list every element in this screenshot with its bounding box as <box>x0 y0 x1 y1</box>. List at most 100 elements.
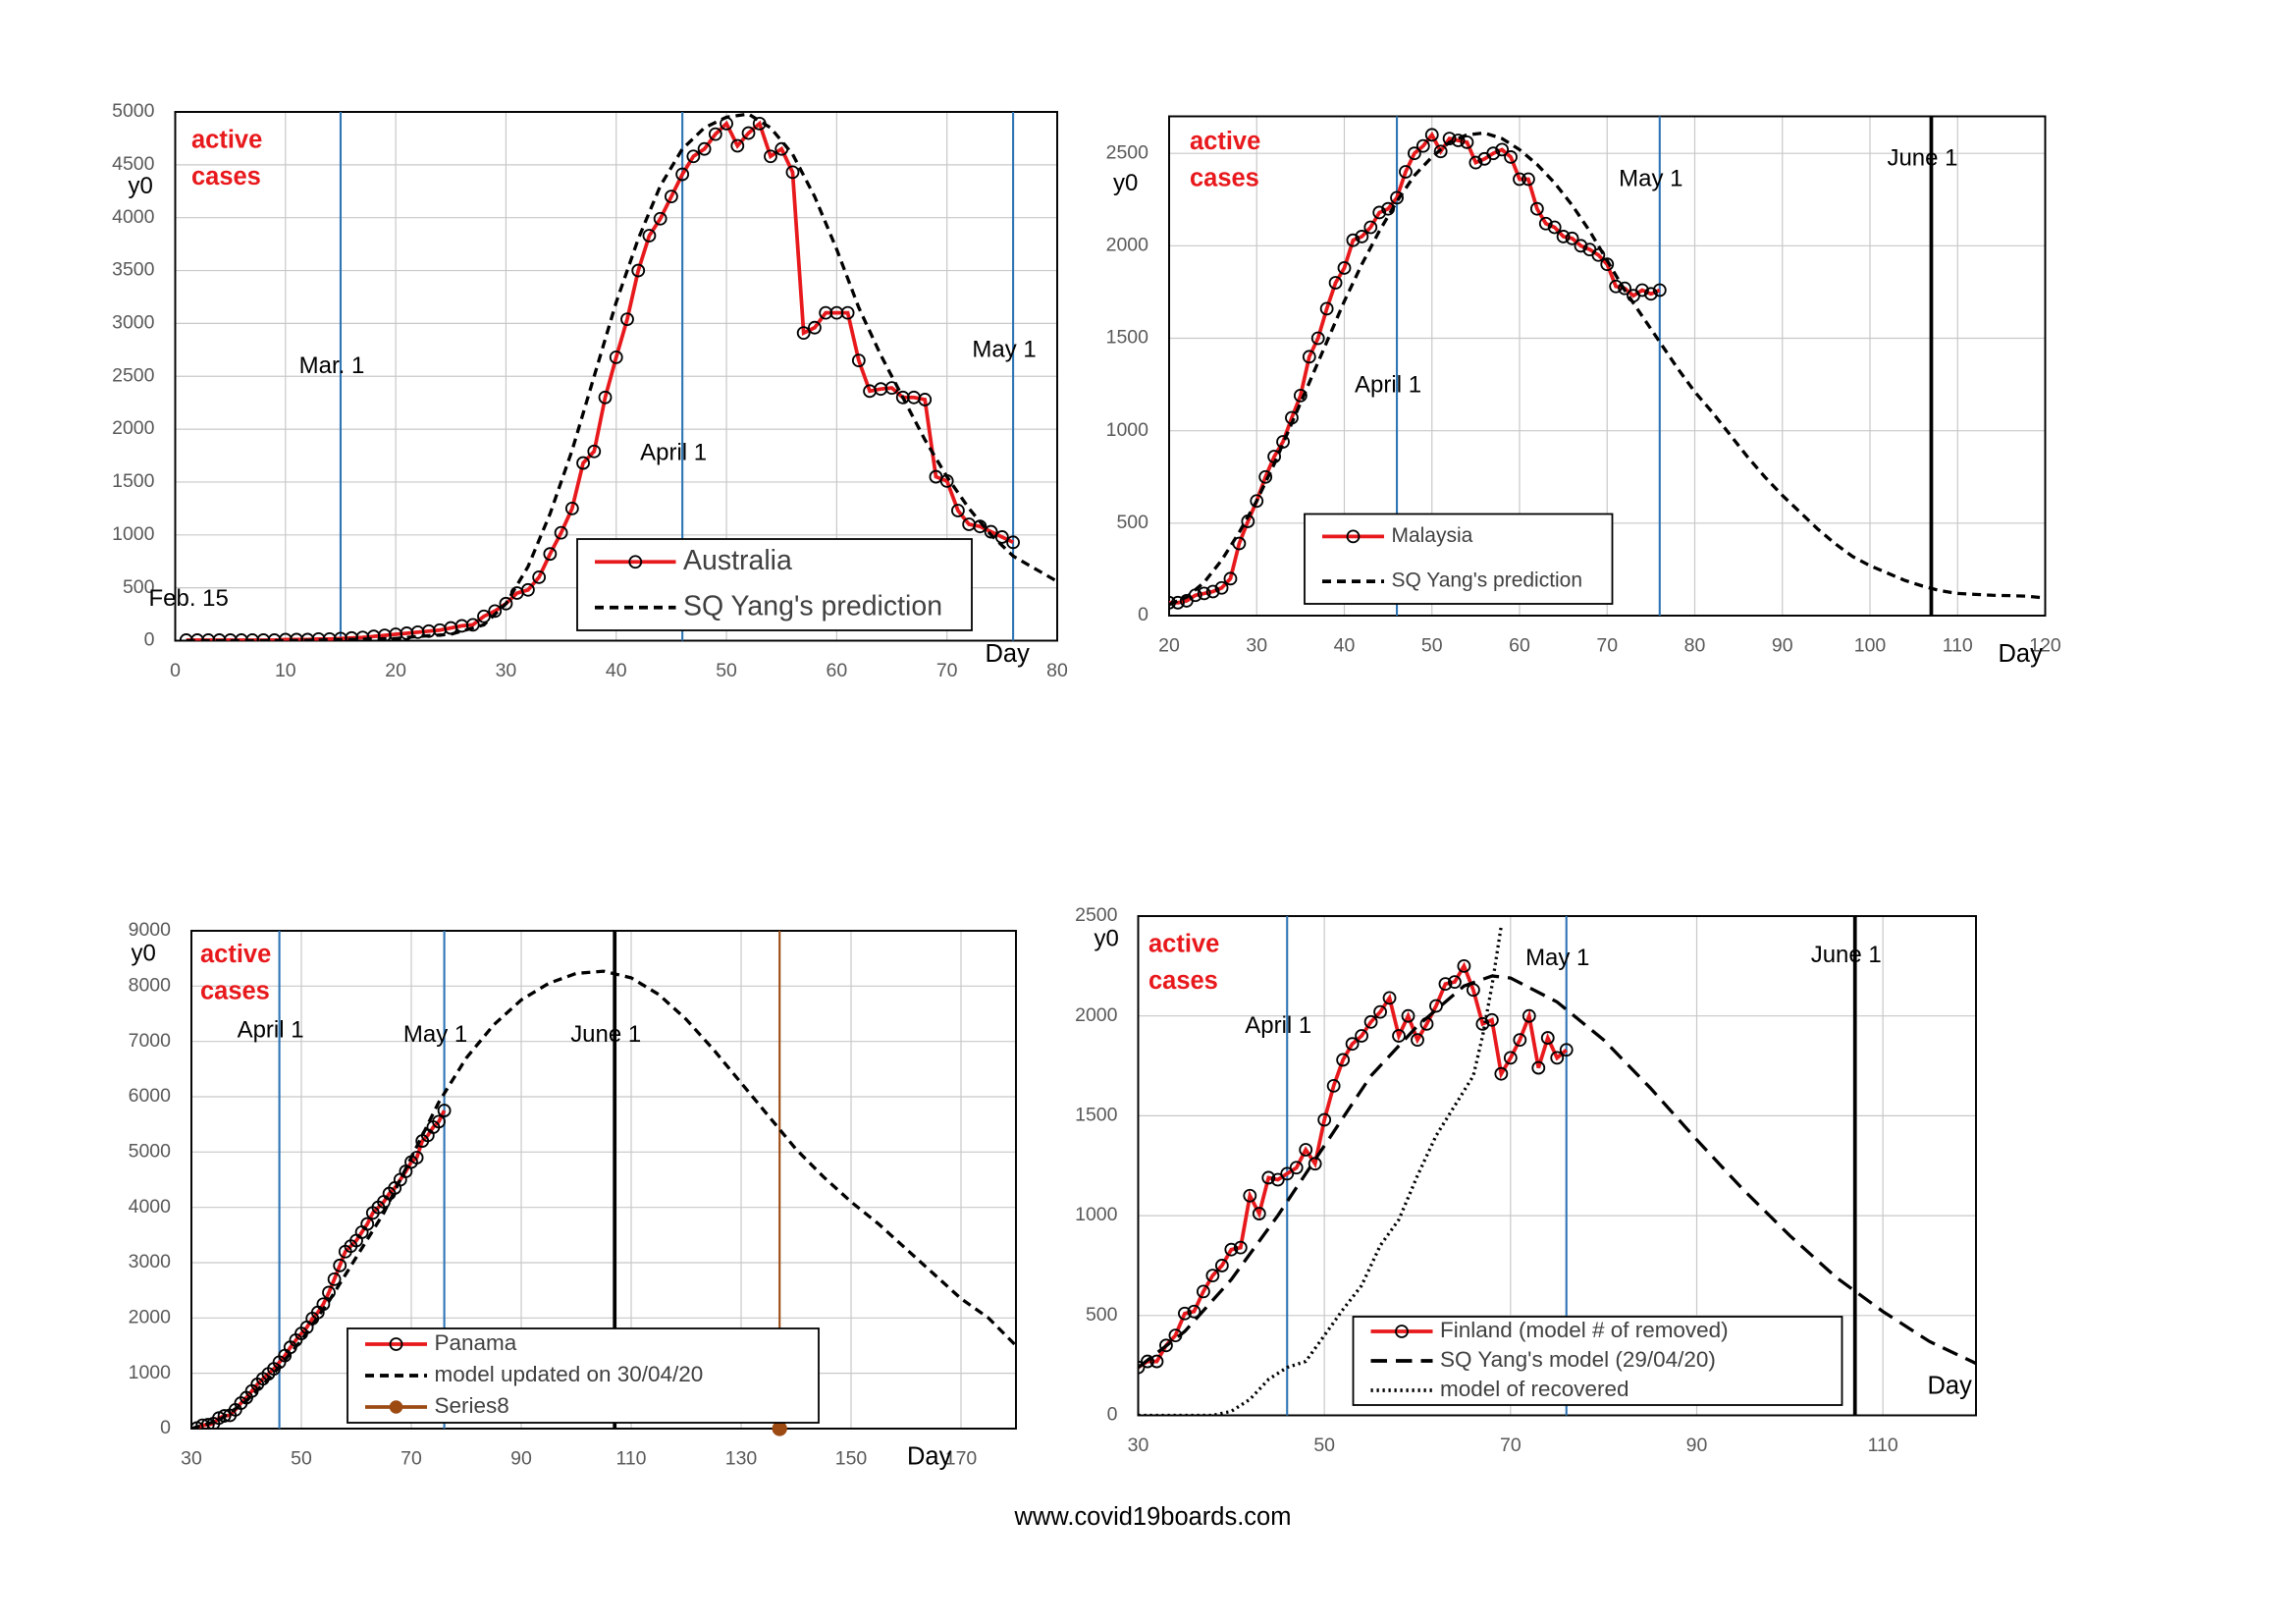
series-line <box>191 969 1017 1429</box>
legend-label: model updated on 30/04/20 <box>435 1362 704 1386</box>
y-tick-label: 4000 <box>129 1196 172 1218</box>
y-tick-label: 2000 <box>112 417 155 439</box>
data-point <box>1550 1051 1565 1065</box>
data-point <box>984 524 998 539</box>
data-point <box>741 126 756 140</box>
x-tick-label: 30 <box>1246 635 1267 657</box>
x-tick-label: 50 <box>1313 1435 1335 1456</box>
data-point <box>642 229 657 243</box>
data-point <box>1336 1053 1351 1067</box>
data-point <box>1138 1360 1146 1375</box>
series-line <box>1138 925 1503 1416</box>
data-point <box>1448 975 1462 990</box>
series-group <box>179 112 1058 641</box>
y-tick-label: 500 <box>1086 1304 1118 1326</box>
reference-label: April 1 <box>1245 1012 1311 1039</box>
data-point <box>1006 535 1020 550</box>
x-tick-label: 70 <box>1596 635 1618 657</box>
chart: 20 30 40 50 60 70 80 90 100 110 120 0 500 1000 1500 200… <box>1106 115 2061 668</box>
data-point <box>1196 1284 1210 1299</box>
y-tick-label: 1000 <box>1075 1204 1118 1225</box>
x-tick-label: 90 <box>1772 635 1793 657</box>
data-point <box>1289 1161 1304 1175</box>
data-point <box>1486 146 1501 161</box>
data-point <box>1299 1143 1313 1157</box>
y-tick-label: 4500 <box>112 153 155 175</box>
legend-label: Panama <box>435 1330 517 1355</box>
x-tick-label: 20 <box>385 660 406 681</box>
active-label: cases <box>1148 967 1218 995</box>
x-axis-label: Day <box>907 1443 952 1471</box>
legend-label: Malaysia <box>1392 524 1473 547</box>
data-point <box>488 604 503 619</box>
y-tick-label: 0 <box>1107 1404 1118 1426</box>
data-point <box>543 547 558 562</box>
data-point <box>951 504 965 517</box>
data-point <box>1363 1014 1378 1029</box>
active-label: cases <box>1190 165 1259 192</box>
data-point <box>1415 138 1430 153</box>
active-label: cases <box>191 163 261 190</box>
data-point <box>521 582 535 597</box>
x-tick-label: 100 <box>1854 635 1887 657</box>
data-point <box>1547 220 1562 235</box>
data-point <box>1540 1031 1555 1045</box>
y-tick-label: 1000 <box>129 1362 172 1383</box>
data-point <box>432 1114 446 1129</box>
data-point <box>918 393 933 406</box>
legend-box <box>1304 513 1614 605</box>
series-line <box>186 112 1058 641</box>
data-point <box>1346 233 1361 247</box>
data-point <box>1223 571 1238 586</box>
data-point <box>1408 146 1421 161</box>
data-point <box>1243 1188 1257 1203</box>
y-tick-label: 1000 <box>1106 419 1149 441</box>
data-point <box>1141 1354 1154 1369</box>
y-tick-label: 0 <box>160 1417 171 1438</box>
chart: 30 50 70 90 110 0 500 1000 1500 2000 2500 April 1 Ma… <box>1075 904 1977 1456</box>
legend-label: SQ Yang's model (29/04/20) <box>1440 1347 1716 1372</box>
x-tick-label: 50 <box>291 1448 312 1470</box>
data-point <box>1591 247 1606 262</box>
reference-label: May 1 <box>1619 165 1682 191</box>
data-point <box>1159 1338 1173 1353</box>
x-tick-label: 90 <box>1686 1435 1708 1456</box>
data-point <box>1355 230 1369 244</box>
data-point <box>1503 1051 1518 1065</box>
series-line <box>1138 974 1976 1369</box>
data-point <box>564 501 579 515</box>
data-point <box>1399 165 1413 179</box>
reference-label: June 1 <box>1811 942 1882 968</box>
data-point <box>1504 150 1518 164</box>
data-point <box>1390 190 1404 205</box>
y-tick-label: 3000 <box>112 312 155 334</box>
x-tick-label: 30 <box>496 660 517 681</box>
data-point <box>1302 350 1316 364</box>
data-point <box>1468 155 1483 170</box>
x-tick-label: 80 <box>1684 635 1706 657</box>
y-tick-label: 6000 <box>129 1085 172 1107</box>
data-point <box>1270 1172 1285 1187</box>
data-point <box>1328 276 1343 290</box>
x-tick-label: 50 <box>1421 635 1443 657</box>
active-label: cases <box>200 978 270 1005</box>
data-point <box>1392 1029 1406 1043</box>
data-point <box>1149 1354 1164 1369</box>
data-point <box>1373 1004 1387 1019</box>
data-point <box>587 444 602 459</box>
data-point <box>1513 172 1526 187</box>
legend-label: Finland (model # of removed) <box>1440 1318 1729 1342</box>
data-point <box>217 1409 232 1423</box>
x-tick-label: 40 <box>606 660 627 681</box>
data-point <box>653 211 667 226</box>
legend-marker <box>628 555 643 569</box>
data-point <box>840 305 855 320</box>
data-point <box>1652 283 1667 298</box>
data-point <box>1574 239 1588 253</box>
plot-frame <box>190 930 1017 1430</box>
data-point <box>1438 977 1453 992</box>
data-point <box>1643 287 1658 301</box>
y-tick-label: 2500 <box>112 364 155 386</box>
data-point <box>609 350 623 364</box>
data-point <box>1442 132 1457 145</box>
